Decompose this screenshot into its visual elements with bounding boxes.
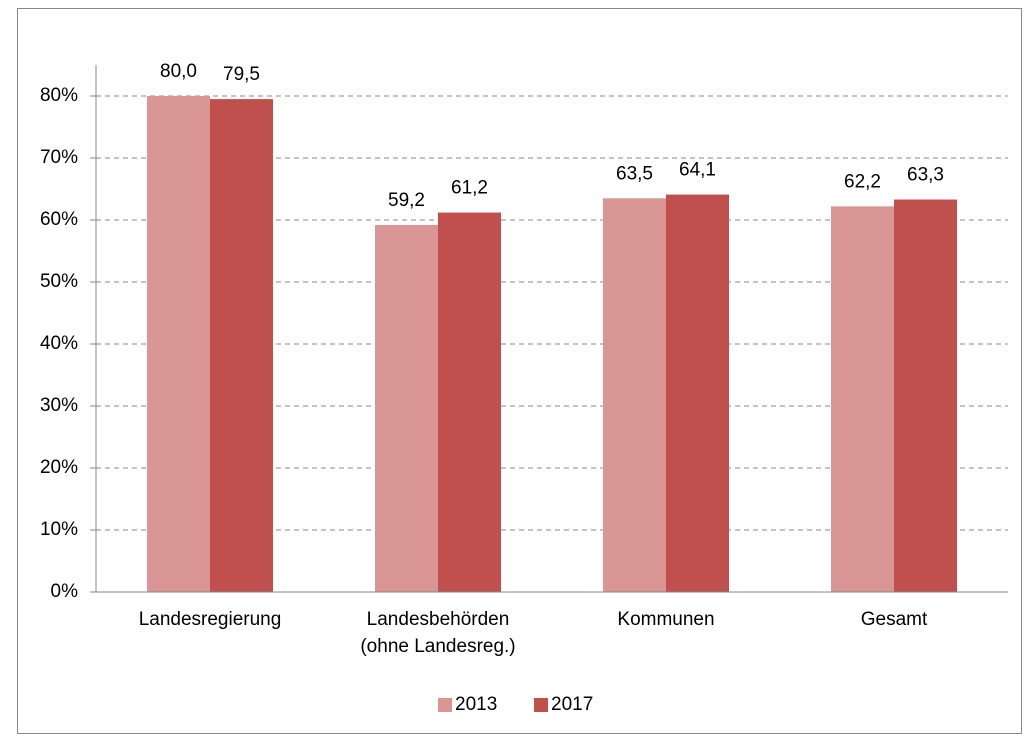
value-label: 63,3 [907,165,944,186]
y-tick-label: 20% [40,457,78,478]
bar [438,212,501,592]
legend-label: 2017 [551,694,593,715]
value-label: 79,5 [223,64,260,85]
value-label: 64,1 [679,160,716,181]
y-tick-label: 70% [40,147,78,168]
value-label: 62,2 [844,171,881,192]
value-label: 63,5 [616,163,653,184]
x-tick-label: Landesbehörden (ohne Landesreg.) [360,609,516,657]
bar [375,224,438,592]
value-label: 80,0 [160,61,197,82]
x-tick-label: Gesamt [860,609,928,630]
y-tick-label: 30% [40,395,78,416]
x-tick-label: Kommunen [617,609,715,630]
y-tick-label: 40% [40,333,78,354]
y-tick-label: 10% [40,519,78,540]
bar [210,99,273,592]
value-label: 61,2 [451,178,488,199]
y-tick-label: 80% [40,85,78,106]
legend-swatch [534,698,548,712]
bar [147,96,210,592]
y-tick-label: 50% [40,271,78,292]
legend-label: 2013 [455,694,497,715]
y-tick-label: 60% [40,209,78,230]
y-tick-label: 0% [51,581,79,602]
value-label: 59,2 [388,190,425,211]
bar [666,194,729,592]
x-tick-label: Landesregierung [138,609,282,630]
legend-swatch [438,698,452,712]
bar [831,206,894,593]
bar [894,199,957,593]
bar [603,198,666,593]
